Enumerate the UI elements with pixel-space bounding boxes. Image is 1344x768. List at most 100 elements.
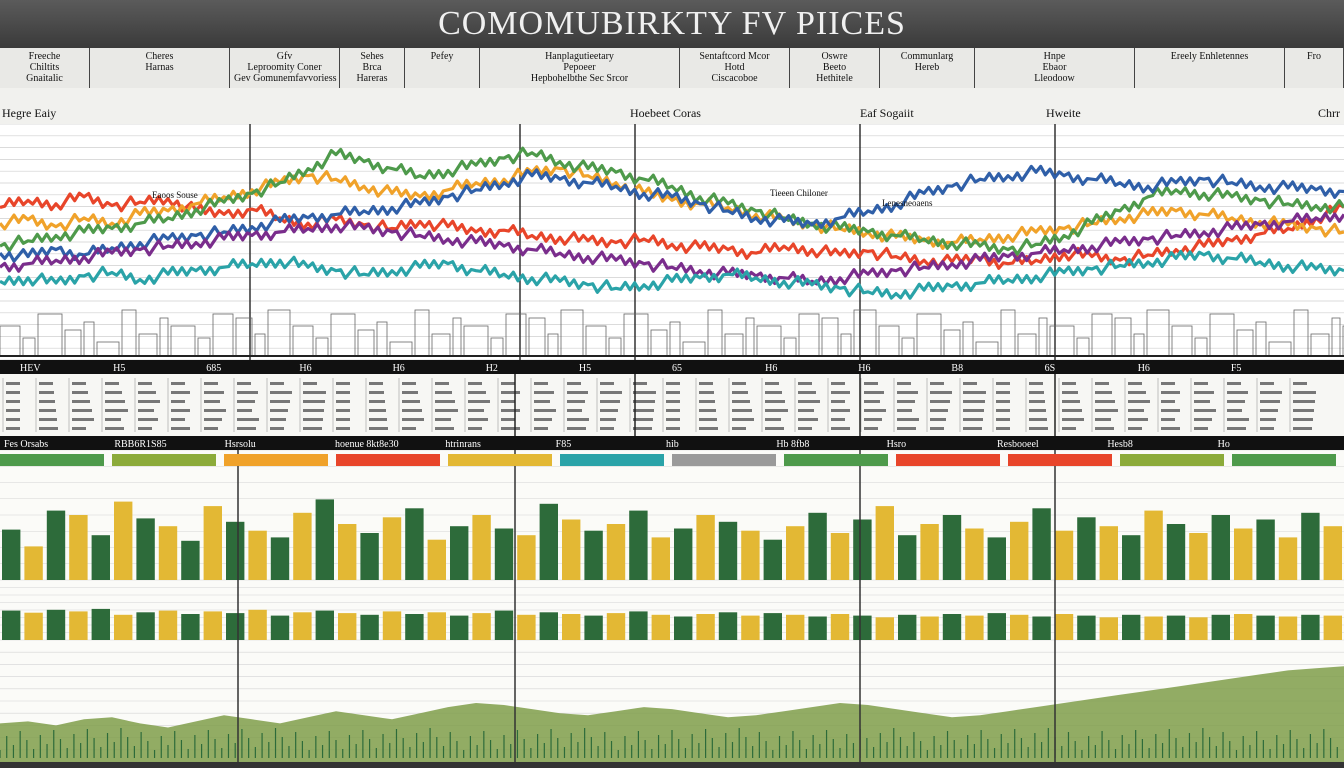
bar bbox=[830, 614, 850, 640]
table-glyph bbox=[39, 418, 57, 421]
table-glyph bbox=[666, 418, 680, 421]
bar bbox=[674, 528, 693, 580]
table-glyph bbox=[798, 418, 818, 421]
table-glyph bbox=[1095, 409, 1118, 412]
table-glyph bbox=[1029, 382, 1043, 385]
panel-label: Chrr bbox=[1318, 106, 1340, 120]
table-glyph bbox=[996, 391, 1010, 394]
table-glyph bbox=[732, 382, 746, 385]
table-glyph bbox=[1128, 382, 1142, 385]
bar bbox=[158, 610, 178, 640]
bar bbox=[606, 524, 626, 580]
strip-sub-label: hib bbox=[666, 439, 679, 450]
table-glyph bbox=[1095, 418, 1111, 421]
strip-label: H5 bbox=[579, 363, 591, 374]
table-glyph bbox=[732, 418, 754, 421]
header-cell-text: Oswre bbox=[821, 51, 848, 62]
table-glyph bbox=[930, 391, 952, 394]
strip-label: H6 bbox=[765, 363, 777, 374]
table-glyph bbox=[1293, 418, 1313, 421]
table-glyph bbox=[1062, 400, 1080, 403]
annotation: Eaoos Souse bbox=[152, 190, 198, 200]
bar bbox=[763, 613, 782, 640]
table-glyph bbox=[1062, 418, 1084, 421]
bar bbox=[2, 610, 21, 640]
header-cell: Cheres Harnas bbox=[90, 48, 230, 88]
table-glyph bbox=[699, 382, 713, 385]
series-line-orange bbox=[0, 165, 1344, 250]
table-glyph bbox=[1194, 409, 1216, 412]
table-glyph bbox=[831, 382, 845, 385]
table-glyph bbox=[270, 409, 288, 412]
table-glyph bbox=[699, 409, 716, 412]
bar bbox=[1301, 512, 1320, 580]
header-cell-text: Sehes bbox=[360, 51, 384, 62]
bar bbox=[248, 530, 267, 580]
table-glyph bbox=[699, 427, 718, 430]
table-glyph bbox=[1062, 382, 1076, 385]
table-glyph bbox=[435, 400, 455, 403]
bar bbox=[1010, 614, 1029, 640]
strip-label: H6 bbox=[393, 363, 405, 374]
strip-sub-label: F85 bbox=[556, 439, 572, 450]
header-band bbox=[672, 454, 776, 466]
bar bbox=[427, 612, 446, 640]
table-glyph bbox=[501, 400, 515, 403]
area-fill bbox=[0, 666, 1344, 762]
table-glyph bbox=[798, 391, 816, 394]
table-glyph bbox=[402, 391, 418, 394]
table-glyph bbox=[666, 427, 680, 430]
table-glyph bbox=[600, 382, 614, 385]
header-cell: Oswre Beeto Hethitele bbox=[790, 48, 880, 88]
table-glyph bbox=[369, 400, 385, 403]
bar bbox=[158, 526, 178, 580]
table-glyph bbox=[138, 409, 154, 412]
strip-sub-label: Ho bbox=[1218, 439, 1230, 450]
bar bbox=[539, 612, 558, 640]
bar bbox=[472, 613, 491, 640]
table-glyph bbox=[1227, 418, 1249, 421]
table-glyph bbox=[567, 418, 589, 421]
table-glyph bbox=[699, 418, 717, 421]
bar bbox=[763, 539, 782, 580]
table-glyph bbox=[72, 418, 94, 421]
table-glyph bbox=[1029, 427, 1048, 430]
table-glyph bbox=[897, 409, 912, 412]
bar bbox=[1234, 528, 1253, 580]
bar bbox=[942, 515, 962, 580]
series-line-green bbox=[0, 146, 1344, 256]
bar bbox=[69, 515, 88, 580]
table-glyph bbox=[270, 427, 284, 430]
bar bbox=[651, 614, 670, 640]
table-glyph bbox=[633, 400, 655, 403]
table-glyph bbox=[6, 400, 20, 403]
table-glyph bbox=[534, 418, 552, 421]
bar bbox=[965, 615, 984, 640]
table-glyph bbox=[1161, 418, 1175, 421]
table-glyph bbox=[534, 427, 548, 430]
bar bbox=[629, 510, 648, 580]
table-glyph bbox=[501, 391, 520, 394]
table-glyph bbox=[963, 418, 983, 421]
table-glyph bbox=[1029, 391, 1044, 394]
table-glyph bbox=[1260, 391, 1282, 394]
bar bbox=[1166, 524, 1186, 580]
bar bbox=[786, 614, 805, 640]
bar bbox=[875, 506, 894, 580]
table-glyph bbox=[765, 409, 788, 412]
header-band bbox=[448, 454, 552, 466]
table-glyph bbox=[72, 382, 86, 385]
bar bbox=[136, 612, 155, 640]
table-glyph bbox=[996, 400, 1010, 403]
table-glyph bbox=[1293, 400, 1315, 403]
table-glyph bbox=[864, 391, 884, 394]
table-glyph bbox=[1260, 427, 1274, 430]
table-glyph bbox=[1293, 409, 1314, 412]
bar bbox=[494, 528, 514, 580]
strip-label: H6 bbox=[858, 363, 870, 374]
bar bbox=[1144, 510, 1163, 580]
header-band bbox=[784, 454, 888, 466]
bar bbox=[1144, 616, 1163, 640]
bar bbox=[270, 615, 290, 640]
table-glyph bbox=[831, 391, 850, 394]
